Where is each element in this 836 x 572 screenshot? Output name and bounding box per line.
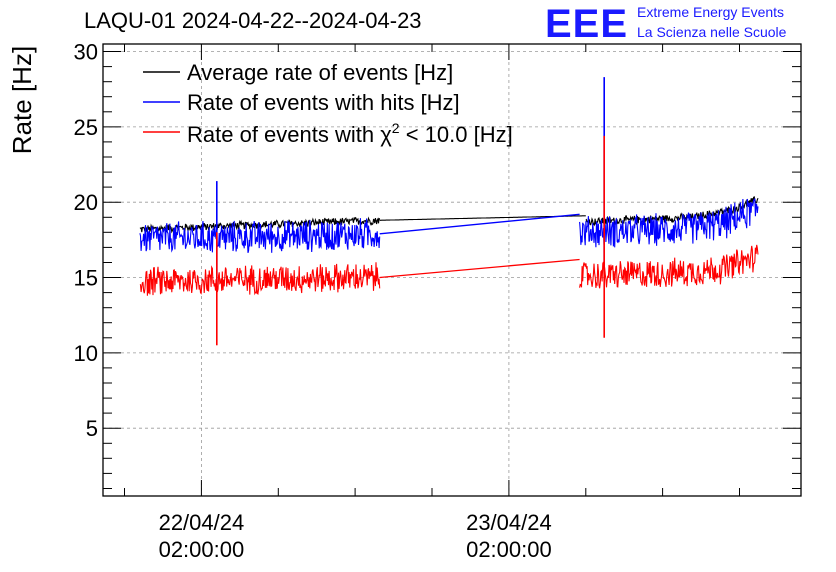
chart-title: LAQU-01 2024-04-22--2024-04-23 [84, 8, 422, 33]
series-chi2 [139, 135, 759, 346]
legend-chi2-suffix: < 10.0 [Hz] [400, 122, 513, 147]
series-connector [379, 213, 580, 235]
grid [103, 44, 801, 496]
legend-chi2-symbol: χ [380, 122, 392, 147]
x-tick-label-date: 23/04/24 [466, 510, 552, 535]
x-tick-label-time: 02:00:00 [159, 537, 245, 562]
y-tick-label: 5 [86, 416, 98, 441]
legend-chi2-prefix: Rate of events with [187, 122, 380, 147]
y-tick-label: 15 [74, 266, 98, 291]
series-line [139, 218, 381, 254]
legend-label-average: Average rate of events [Hz] [187, 60, 453, 85]
series-line [579, 244, 759, 289]
y-axis-label: Rate [Hz] [7, 46, 37, 154]
series-connector [379, 258, 580, 279]
series-line [579, 198, 759, 248]
legend: Average rate of events [Hz] Rate of even… [143, 60, 513, 147]
x-tick-label-time: 02:00:00 [466, 537, 552, 562]
legend-label-chi2: Rate of events with χ2 < 10.0 [Hz] [187, 120, 513, 147]
x-tick-label-date: 22/04/24 [159, 510, 245, 535]
legend-label-hits: Rate of events with hits [Hz] [187, 90, 460, 115]
series-line [139, 262, 381, 296]
eee-logo: EEE [545, 2, 629, 46]
plot-frame [102, 43, 802, 497]
y-tick-label: 30 [74, 40, 98, 65]
y-tick-label: 20 [74, 190, 98, 215]
logo-subtitle-line1: Extreme Energy Events [637, 4, 785, 20]
legend-chi2-sup: 2 [392, 120, 400, 136]
y-tick-label: 25 [74, 115, 98, 140]
logo-subtitle-line2: La Scienza nelle Scuole [637, 24, 787, 40]
axis-ticks [103, 44, 801, 496]
series-layer [139, 77, 759, 346]
y-tick-label: 10 [74, 341, 98, 366]
axis-labels: 5101520253022/04/2402:00:0023/04/2402:00… [74, 40, 552, 563]
